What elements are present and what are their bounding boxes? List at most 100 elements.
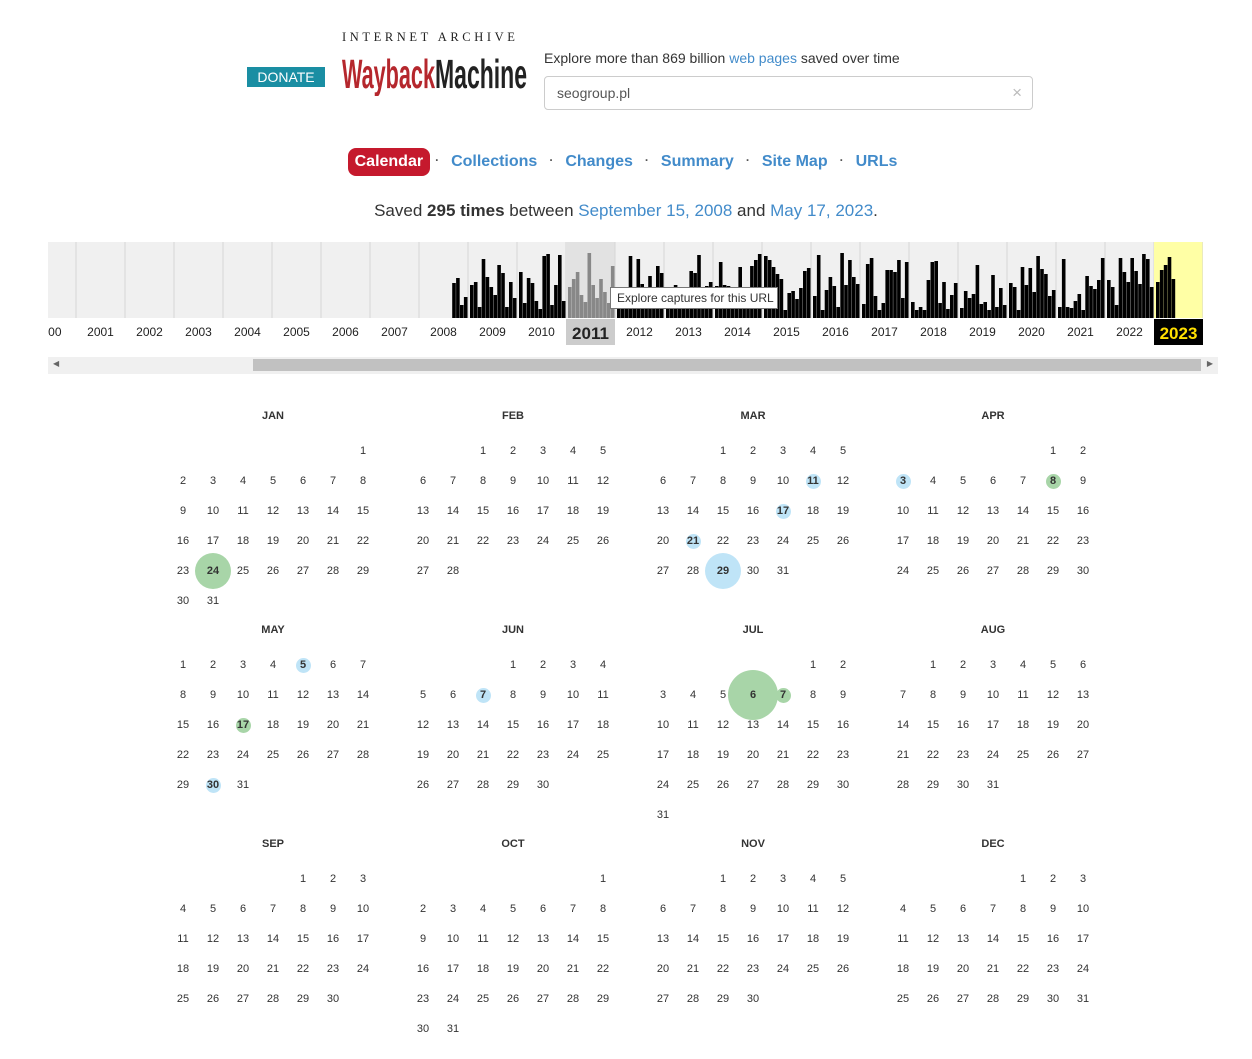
calendar-day-captured[interactable]: 3: [888, 466, 918, 496]
calendar-day: 8: [168, 680, 198, 710]
year-label[interactable]: 2023: [1160, 324, 1198, 343]
day-number: 14: [686, 505, 700, 517]
scroll-left-icon[interactable]: ◀: [53, 359, 60, 368]
day-number: 24: [896, 565, 910, 577]
clear-icon[interactable]: ×: [1012, 83, 1022, 102]
year-label[interactable]: 2009: [479, 325, 506, 339]
day-number: 13: [656, 505, 670, 517]
calendar-day: 30: [1068, 556, 1098, 586]
day-number: 4: [479, 903, 487, 915]
calendar-day: 27: [978, 556, 1008, 586]
day-number: 11: [807, 903, 819, 915]
calendar-day: 27: [408, 556, 438, 586]
url-search-input[interactable]: [545, 77, 985, 109]
calendar-day-captured[interactable]: 7: [468, 680, 498, 710]
day-number: 4: [569, 445, 577, 457]
calendar-day-captured[interactable]: 8: [1038, 466, 1068, 496]
calendar-day: 4: [558, 436, 588, 466]
calendar-day: 4: [798, 864, 828, 894]
capture-bar: [995, 307, 999, 318]
year-label[interactable]: 2018: [920, 325, 947, 339]
calendar-day: 17: [768, 924, 798, 954]
calendar-day: 21: [978, 954, 1008, 984]
tab-collections[interactable]: Collections: [451, 153, 538, 170]
calendar-day-captured[interactable]: 11: [798, 466, 828, 496]
calendar-day: 12: [918, 924, 948, 954]
tab-changes[interactable]: Changes: [565, 153, 633, 170]
calendar-day: 20: [438, 740, 468, 770]
day-number: 3: [659, 689, 667, 701]
calendar-day-captured[interactable]: 6: [728, 670, 778, 720]
day-number: 22: [176, 749, 190, 761]
calendar-day: 22: [918, 740, 948, 770]
day-number: 3: [359, 873, 367, 885]
wayback-logo[interactable]: INTERNET ARCHIVE Wayback Machine: [342, 30, 528, 100]
calendar-day: 14: [348, 680, 378, 710]
day-number: 19: [926, 963, 940, 975]
year-label[interactable]: 2017: [871, 325, 898, 339]
calendar-day: 24: [768, 526, 798, 556]
tab-separator: ·: [549, 153, 554, 167]
year-label[interactable]: 2016: [822, 325, 849, 339]
year-label[interactable]: 2003: [185, 325, 212, 339]
capture-bar: [522, 303, 527, 318]
tab-summary[interactable]: Summary: [660, 153, 734, 170]
calendar-day-captured[interactable]: 17: [768, 496, 798, 526]
capture-bar: [1163, 265, 1168, 318]
year-label[interactable]: 2010: [528, 325, 555, 339]
tab-site-map[interactable]: Site Map: [761, 153, 828, 170]
year-label[interactable]: 2006: [332, 325, 359, 339]
calendar-day-captured[interactable]: 24: [195, 553, 231, 589]
web-pages-link[interactable]: web pages: [729, 50, 797, 66]
capture-bar: [1134, 271, 1138, 318]
year-label[interactable]: 2004: [234, 325, 261, 339]
tab-urls[interactable]: URLs: [855, 153, 898, 170]
calendar-day: 10: [1068, 894, 1098, 924]
calendar-day: 7: [348, 650, 378, 680]
year-label[interactable]: 2020: [1018, 325, 1045, 339]
year-label[interactable]: 000: [48, 325, 62, 339]
sparkline-scrollbar[interactable]: ◀ ▶: [48, 357, 1218, 374]
capture-circle: [775, 687, 791, 703]
year-label[interactable]: 2005: [283, 325, 310, 339]
year-label[interactable]: 2021: [1067, 325, 1094, 339]
capture-bar: [1138, 284, 1142, 318]
calendar-day-captured[interactable]: 7: [768, 680, 798, 710]
day-number: 21: [686, 963, 700, 975]
year-label[interactable]: 2011: [572, 324, 609, 343]
calendar-day-captured[interactable]: 29: [705, 553, 741, 589]
year-label[interactable]: 2022: [1116, 325, 1143, 339]
day-number: 10: [446, 933, 460, 945]
year-label[interactable]: 2001: [87, 325, 114, 339]
last-capture-link[interactable]: May 17, 2023: [770, 201, 874, 220]
day-number: 31: [1076, 993, 1090, 1005]
calendar-day-captured[interactable]: 17: [228, 710, 258, 740]
sparkline-graph[interactable]: 000 2001 2002 2003 2004 2005 2006 2007 2008 2009 2…: [48, 242, 1203, 348]
year-label[interactable]: 2012: [626, 325, 653, 339]
calendar-day: 20: [1068, 710, 1098, 740]
year-label[interactable]: 2014: [724, 325, 751, 339]
year-label[interactable]: 2019: [969, 325, 996, 339]
calendar-day-captured[interactable]: 5: [288, 650, 318, 680]
year-label[interactable]: 2002: [136, 325, 163, 339]
calendar-day-captured[interactable]: 21: [678, 526, 708, 556]
year-label[interactable]: 2007: [381, 325, 408, 339]
capture-bar: [991, 275, 995, 318]
scrollbar-thumb[interactable]: [253, 359, 1201, 371]
day-number: 15: [476, 505, 490, 517]
calendar-day-captured[interactable]: 30: [198, 770, 228, 800]
calendar-day: 8: [348, 466, 378, 496]
calendar-day: 7: [558, 894, 588, 924]
day-number: 16: [206, 719, 220, 731]
year-label[interactable]: 2008: [430, 325, 457, 339]
day-number: 29: [596, 993, 610, 1005]
scroll-right-icon[interactable]: ▶: [1206, 359, 1213, 368]
tab-calendar[interactable]: Calendar: [347, 148, 431, 176]
capture-sparkline[interactable]: 000 2001 2002 2003 2004 2005 2006 2007 2008 2009 2…: [48, 242, 1203, 348]
year-label[interactable]: 2013: [675, 325, 702, 339]
day-number: 21: [896, 749, 910, 761]
calendar-day: 28: [978, 984, 1008, 1014]
donate-button[interactable]: DONATE: [247, 67, 325, 87]
year-label[interactable]: 2015: [773, 325, 800, 339]
first-capture-link[interactable]: September 15, 2008: [578, 201, 733, 220]
